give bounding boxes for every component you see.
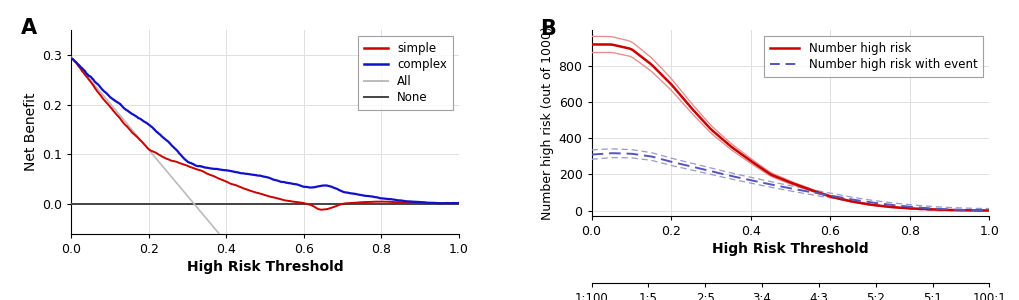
X-axis label: High Risk Threshold: High Risk Threshold	[711, 242, 868, 256]
Text: B: B	[539, 19, 555, 39]
Text: A: A	[21, 18, 37, 38]
Legend: simple, complex, All, None: simple, complex, All, None	[358, 36, 452, 110]
X-axis label: High Risk Threshold: High Risk Threshold	[186, 260, 343, 274]
Legend: Number high risk, Number high risk with event: Number high risk, Number high risk with …	[763, 36, 982, 77]
Y-axis label: Number high risk (out of 1000): Number high risk (out of 1000)	[541, 26, 554, 220]
Y-axis label: Net Benefit: Net Benefit	[24, 93, 38, 171]
